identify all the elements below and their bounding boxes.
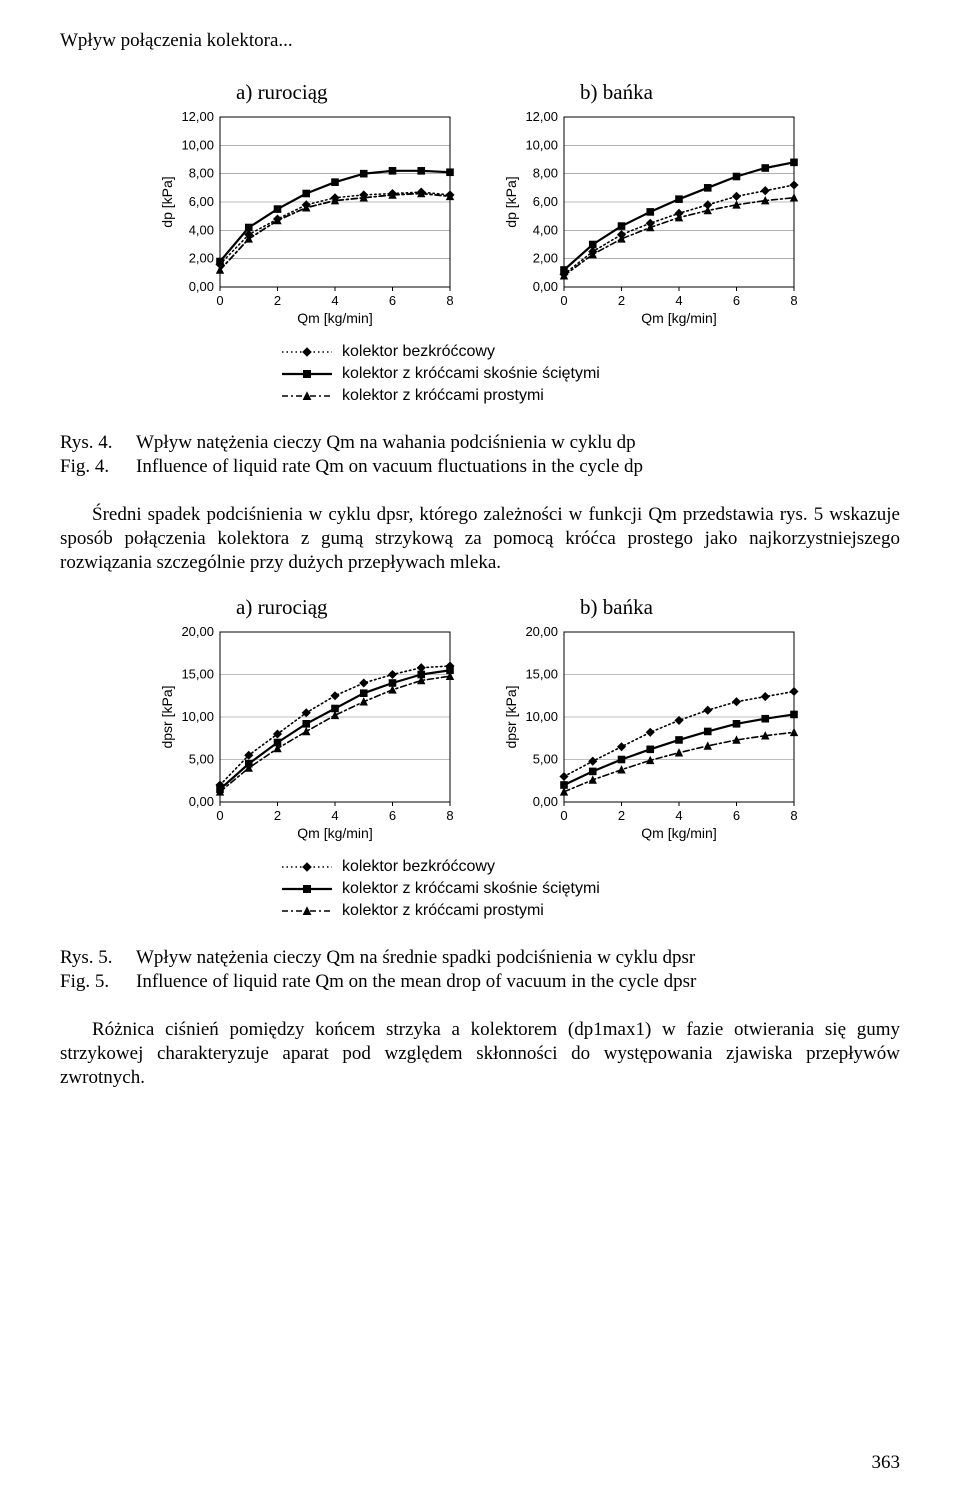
svg-text:Qm [kg/min]: Qm [kg/min] bbox=[641, 310, 716, 326]
fig4a-chart: 0,00 2,00 4,00 6,00 8,00 10,00 12,00 0 2 4 6 8 Qm [k… bbox=[156, 107, 460, 333]
svg-text:8,00: 8,00 bbox=[189, 166, 214, 181]
svg-text:0: 0 bbox=[216, 293, 223, 308]
fig4-fig-text: Influence of liquid rate Qm on vacuum fl… bbox=[136, 455, 643, 479]
fig5b-chart: 0,00 5,00 10,00 15,00 20,00 0 2 4 6 8 Qm [kg/min] d… bbox=[500, 622, 804, 848]
fig4b-subtitle: b) bańka bbox=[500, 80, 653, 105]
paragraph-2: Różnica ciśnień pomiędzy końcem strzyka … bbox=[60, 1018, 900, 1090]
svg-text:0,00: 0,00 bbox=[533, 279, 558, 294]
svg-text:8: 8 bbox=[446, 808, 453, 823]
fig5a-chart: 0,00 5,00 10,00 15,00 20,00 0 2 4 6 8 Qm [kg/min] d… bbox=[156, 622, 460, 848]
svg-text:6: 6 bbox=[733, 293, 740, 308]
svg-text:15,00: 15,00 bbox=[525, 667, 558, 682]
page-number: 363 bbox=[872, 1452, 901, 1474]
legend-item-prost: kolektor z króćcami prostymi bbox=[280, 385, 544, 407]
svg-text:dpsr [kPa]: dpsr [kPa] bbox=[159, 685, 175, 748]
fig5b-subtitle: b) bańka bbox=[500, 595, 653, 620]
svg-text:6: 6 bbox=[389, 808, 396, 823]
svg-text:10,00: 10,00 bbox=[525, 137, 558, 152]
svg-text:6,00: 6,00 bbox=[533, 194, 558, 209]
svg-text:0: 0 bbox=[560, 293, 567, 308]
fig4-rys-key: Rys. 4. bbox=[60, 431, 122, 455]
svg-text:10,00: 10,00 bbox=[525, 709, 558, 724]
fig5-rys-text: Wpływ natężenia cieczy Qm na średnie spa… bbox=[136, 946, 695, 970]
fig5a-subtitle: a) rurociąg bbox=[156, 595, 328, 620]
svg-text:2: 2 bbox=[274, 808, 281, 823]
svg-text:8: 8 bbox=[446, 293, 453, 308]
svg-text:dp [kPa]: dp [kPa] bbox=[503, 176, 519, 227]
svg-text:20,00: 20,00 bbox=[181, 624, 214, 639]
svg-text:20,00: 20,00 bbox=[525, 624, 558, 639]
legend-item-skos: kolektor z króćcami skośnie ściętymi bbox=[280, 363, 600, 385]
svg-text:0: 0 bbox=[216, 808, 223, 823]
svg-text:dpsr [kPa]: dpsr [kPa] bbox=[503, 685, 519, 748]
fig5-rys-key: Rys. 5. bbox=[60, 946, 122, 970]
svg-text:6: 6 bbox=[733, 808, 740, 823]
legend-label: kolektor z króćcami skośnie ściętymi bbox=[342, 878, 600, 900]
legend-item-skos: kolektor z króćcami skośnie ściętymi bbox=[280, 878, 600, 900]
fig4a-subtitle: a) rurociąg bbox=[156, 80, 328, 105]
svg-text:4: 4 bbox=[331, 808, 338, 823]
svg-text:2: 2 bbox=[274, 293, 281, 308]
figure-4-caption: Rys. 4. Wpływ natężenia cieczy Qm na wah… bbox=[60, 431, 900, 479]
figure-5: a) rurociąg 0,005,0010,0015,0020,0002468… bbox=[60, 595, 900, 848]
fig4b-chart: 0,00 2,00 4,00 6,00 8,00 10,00 12,00 0 2 4 6 8 Qm [k… bbox=[500, 107, 804, 333]
fig4-rys-text: Wpływ natężenia cieczy Qm na wahania pod… bbox=[136, 431, 636, 455]
figure-5-legend: kolektor bezkróćcowykolektor z króćcami … bbox=[280, 856, 680, 922]
svg-text:4: 4 bbox=[675, 808, 682, 823]
svg-text:8,00: 8,00 bbox=[533, 166, 558, 181]
figure-4-legend: kolektor bezkróćcowykolektor z króćcami … bbox=[280, 341, 680, 407]
legend-item-bez: kolektor bezkróćcowy bbox=[280, 856, 495, 878]
legend-item-bez: kolektor bezkróćcowy bbox=[280, 341, 495, 363]
running-header: Wpływ połączenia kolektora... bbox=[60, 30, 900, 52]
svg-text:0,00: 0,00 bbox=[533, 794, 558, 809]
svg-text:5,00: 5,00 bbox=[189, 752, 214, 767]
legend-label: kolektor bezkróćcowy bbox=[342, 856, 495, 878]
svg-text:15,00: 15,00 bbox=[181, 667, 214, 682]
fig4-fig-key: Fig. 4. bbox=[60, 455, 122, 479]
fig5-fig-key: Fig. 5. bbox=[60, 970, 122, 994]
svg-text:6: 6 bbox=[389, 293, 396, 308]
legend-label: kolektor z króćcami prostymi bbox=[342, 900, 544, 922]
svg-text:4,00: 4,00 bbox=[189, 222, 214, 237]
svg-text:4: 4 bbox=[675, 293, 682, 308]
svg-text:12,00: 12,00 bbox=[181, 109, 214, 124]
svg-text:2,00: 2,00 bbox=[189, 251, 214, 266]
paragraph-1: Średni spadek podciśnienia w cyklu dpsr,… bbox=[60, 503, 900, 575]
svg-text:4,00: 4,00 bbox=[533, 222, 558, 237]
svg-text:0,00: 0,00 bbox=[189, 279, 214, 294]
svg-text:10,00: 10,00 bbox=[181, 709, 214, 724]
legend-label: kolektor z króćcami prostymi bbox=[342, 385, 544, 407]
svg-text:Qm [kg/min]: Qm [kg/min] bbox=[297, 310, 372, 326]
svg-text:2,00: 2,00 bbox=[533, 251, 558, 266]
fig5-fig-text: Influence of liquid rate Qm on the mean … bbox=[136, 970, 696, 994]
svg-text:10,00: 10,00 bbox=[181, 137, 214, 152]
legend-label: kolektor bezkróćcowy bbox=[342, 341, 495, 363]
svg-text:12,00: 12,00 bbox=[525, 109, 558, 124]
svg-text:6,00: 6,00 bbox=[189, 194, 214, 209]
svg-text:0: 0 bbox=[560, 808, 567, 823]
svg-text:4: 4 bbox=[331, 293, 338, 308]
svg-text:dp [kPa]: dp [kPa] bbox=[159, 176, 175, 227]
figure-5-caption: Rys. 5. Wpływ natężenia cieczy Qm na śre… bbox=[60, 946, 900, 994]
svg-text:Qm [kg/min]: Qm [kg/min] bbox=[641, 825, 716, 841]
legend-item-prost: kolektor z króćcami prostymi bbox=[280, 900, 544, 922]
legend-label: kolektor z króćcami skośnie ściętymi bbox=[342, 363, 600, 385]
svg-text:2: 2 bbox=[618, 808, 625, 823]
svg-text:0,00: 0,00 bbox=[189, 794, 214, 809]
svg-text:8: 8 bbox=[790, 293, 797, 308]
svg-text:2: 2 bbox=[618, 293, 625, 308]
svg-text:5,00: 5,00 bbox=[533, 752, 558, 767]
svg-text:Qm [kg/min]: Qm [kg/min] bbox=[297, 825, 372, 841]
figure-4: a) rurociąg 0,00 2,00 4,00 6,00 8,00 10,00 12,… bbox=[60, 80, 900, 333]
svg-text:8: 8 bbox=[790, 808, 797, 823]
